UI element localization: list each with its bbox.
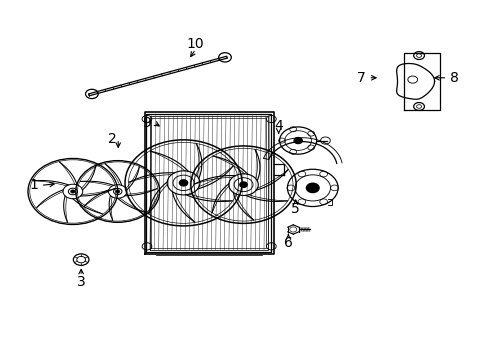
Text: 10: 10 xyxy=(186,37,204,51)
Text: 5: 5 xyxy=(291,202,300,216)
Text: 8: 8 xyxy=(449,71,458,85)
Circle shape xyxy=(239,182,247,187)
Text: 3: 3 xyxy=(77,275,85,289)
Text: 7: 7 xyxy=(356,71,365,85)
Text: 9: 9 xyxy=(142,116,151,130)
Circle shape xyxy=(293,138,302,144)
Text: 1: 1 xyxy=(29,178,38,192)
Circle shape xyxy=(70,190,75,193)
Text: 6: 6 xyxy=(284,236,292,250)
Circle shape xyxy=(306,183,319,193)
Text: 2: 2 xyxy=(108,132,117,146)
Circle shape xyxy=(115,190,120,193)
Circle shape xyxy=(179,180,187,186)
Text: 4: 4 xyxy=(274,119,283,133)
